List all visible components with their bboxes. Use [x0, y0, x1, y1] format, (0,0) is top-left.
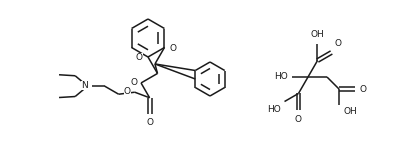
Text: OH: OH	[342, 107, 356, 116]
Text: HO: HO	[273, 73, 287, 82]
Text: N: N	[81, 81, 87, 90]
Text: O: O	[136, 53, 143, 62]
Text: O: O	[124, 87, 130, 96]
Text: O: O	[146, 118, 153, 127]
Text: O: O	[169, 44, 176, 53]
Text: O: O	[130, 78, 137, 87]
Text: O: O	[334, 39, 340, 48]
Text: O: O	[294, 115, 301, 124]
Text: O: O	[358, 85, 365, 94]
Text: HO: HO	[266, 104, 280, 114]
Text: OH: OH	[310, 30, 324, 39]
